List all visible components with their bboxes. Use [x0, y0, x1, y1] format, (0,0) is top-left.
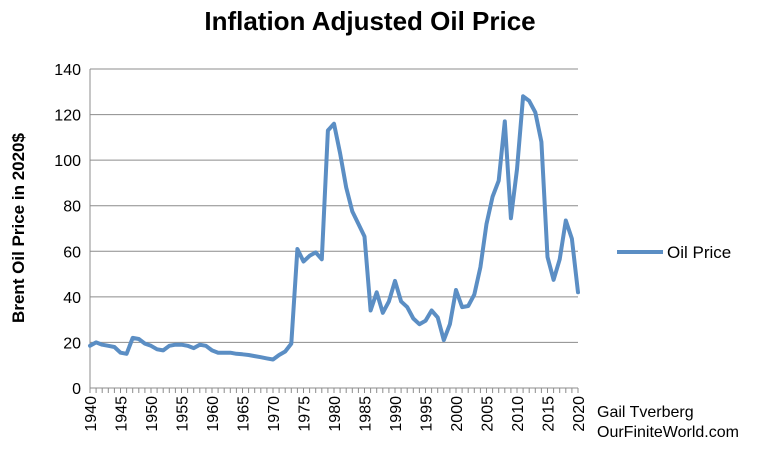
series-line-0: [88, 94, 580, 362]
x-tick-1960: 1960: [205, 396, 222, 432]
y-tick-80: 80: [63, 199, 81, 216]
x-tick-1945: 1945: [114, 396, 131, 432]
y-tick-0: 0: [72, 381, 81, 398]
x-tick-1975: 1975: [297, 396, 314, 432]
x-tick-2000: 2000: [449, 396, 466, 432]
x-tick-2005: 2005: [480, 396, 497, 432]
x-tick-1980: 1980: [327, 396, 344, 432]
plot-area: [88, 94, 580, 362]
y-tick-40: 40: [63, 290, 81, 307]
x-tick-1985: 1985: [358, 396, 375, 432]
x-tick-2015: 2015: [541, 396, 558, 432]
chart-title: Inflation Adjusted Oil Price: [204, 6, 535, 36]
y-axis-label: Brent Oil Price in 2020$: [9, 132, 28, 322]
x-tick-1955: 1955: [175, 396, 192, 432]
y-tick-100: 100: [54, 153, 81, 170]
y-tick-140: 140: [54, 62, 81, 79]
y-tick-labels: 0 20 40 60 80 100 120 140: [54, 62, 81, 398]
x-tick-1940: 1940: [83, 396, 100, 432]
x-tick-2020: 2020: [571, 396, 588, 432]
legend: Oil Price: [617, 243, 731, 262]
x-tick-1990: 1990: [388, 396, 405, 432]
y-tick-60: 60: [63, 244, 81, 261]
gridlines: [90, 68, 578, 343]
legend-label: Oil Price: [667, 243, 731, 262]
y-tick-120: 120: [54, 108, 81, 125]
credit-author: Gail Tverberg: [597, 404, 694, 421]
x-tick-labels: 1940 1945 1950 1955 1960 1965 1970 1975 1980 1985…: [83, 396, 588, 432]
x-axis: [89, 69, 579, 393]
x-tick-1995: 1995: [419, 396, 436, 432]
x-tick-1950: 1950: [144, 396, 161, 432]
credit-website: OurFiniteWorld.com: [597, 424, 739, 441]
x-tick-1970: 1970: [266, 396, 283, 432]
y-tick-20: 20: [63, 335, 81, 352]
x-tick-1965: 1965: [236, 396, 253, 432]
x-tick-2010: 2010: [510, 396, 527, 432]
